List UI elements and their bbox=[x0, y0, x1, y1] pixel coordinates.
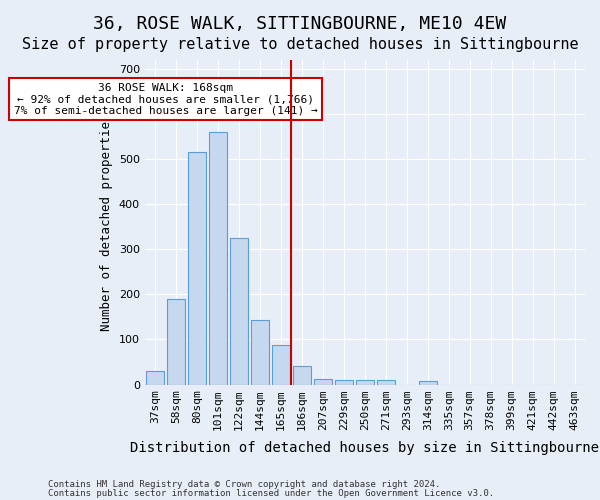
Bar bbox=[272, 345, 290, 385]
Text: Size of property relative to detached houses in Sittingbourne: Size of property relative to detached ho… bbox=[22, 38, 578, 52]
Bar bbox=[188, 152, 206, 384]
Bar bbox=[419, 382, 437, 384]
Bar bbox=[356, 380, 374, 384]
Bar bbox=[146, 371, 164, 384]
Bar bbox=[251, 320, 269, 384]
Bar bbox=[209, 132, 227, 384]
Y-axis label: Number of detached properties: Number of detached properties bbox=[100, 114, 113, 331]
Bar bbox=[314, 378, 332, 384]
Text: 36, ROSE WALK, SITTINGBOURNE, ME10 4EW: 36, ROSE WALK, SITTINGBOURNE, ME10 4EW bbox=[94, 15, 506, 33]
Bar bbox=[335, 380, 353, 384]
Bar bbox=[293, 366, 311, 384]
X-axis label: Distribution of detached houses by size in Sittingbourne: Distribution of detached houses by size … bbox=[130, 441, 599, 455]
Text: Contains public sector information licensed under the Open Government Licence v3: Contains public sector information licen… bbox=[48, 488, 494, 498]
Text: 36 ROSE WALK: 168sqm
← 92% of detached houses are smaller (1,766)
7% of semi-det: 36 ROSE WALK: 168sqm ← 92% of detached h… bbox=[14, 82, 317, 116]
Bar bbox=[377, 380, 395, 384]
Bar bbox=[230, 238, 248, 384]
Text: Contains HM Land Registry data © Crown copyright and database right 2024.: Contains HM Land Registry data © Crown c… bbox=[48, 480, 440, 489]
Bar bbox=[167, 299, 185, 384]
